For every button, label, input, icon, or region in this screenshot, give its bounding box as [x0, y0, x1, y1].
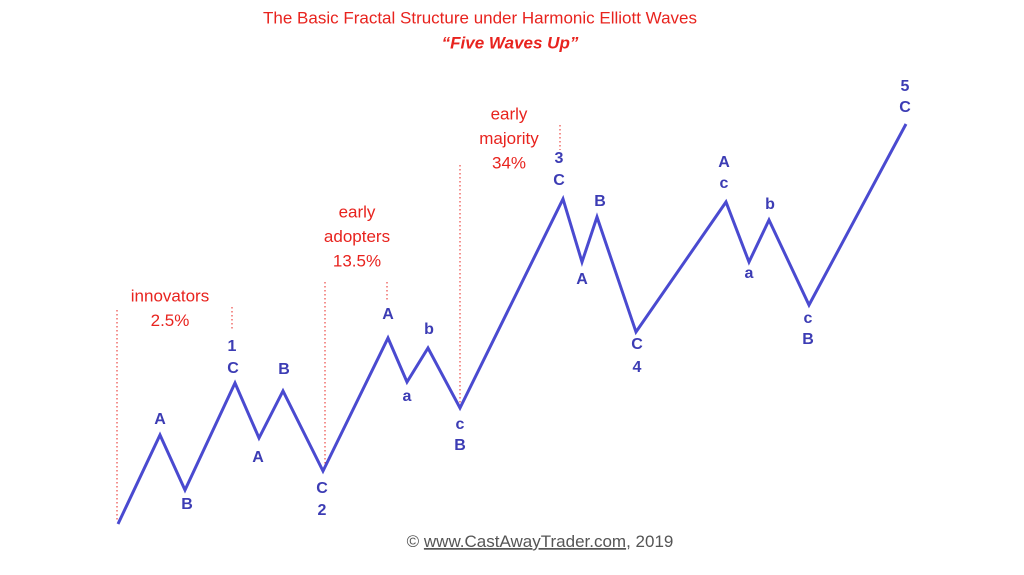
wave-label: A: [382, 306, 394, 323]
wave-label: B: [594, 193, 606, 210]
wave-label: C: [899, 99, 911, 116]
wave-label: 2: [318, 502, 327, 519]
wave-label: C: [631, 336, 643, 353]
wave-label: 1: [228, 338, 237, 355]
group-label: innovators: [131, 286, 209, 305]
wave-label: C: [553, 172, 565, 189]
footer-link[interactable]: www.CastAwayTrader.com: [423, 532, 626, 551]
wave-label: A: [576, 271, 588, 288]
wave-label: B: [454, 437, 466, 454]
wave-label: c: [804, 310, 813, 327]
wave-label: A: [718, 154, 730, 171]
wave-label: 3: [555, 150, 564, 167]
wave-label: A: [252, 449, 264, 466]
group-label: adopters: [324, 227, 390, 246]
wave-label: b: [765, 196, 775, 213]
wave-label: 5: [901, 78, 910, 95]
group-label: 2.5%: [151, 311, 190, 330]
subtitle: “Five Waves Up”: [442, 33, 579, 52]
copyright-symbol: ©: [407, 532, 420, 551]
wave-label: B: [278, 361, 290, 378]
group-label: 13.5%: [333, 251, 381, 270]
group-label: early: [491, 104, 528, 123]
wave-label: a: [745, 265, 754, 282]
group-label: early: [339, 202, 376, 221]
wave-label: A: [154, 411, 166, 428]
group-label: 34%: [492, 153, 526, 172]
wave-label: C: [316, 480, 328, 497]
dividers: [116, 125, 561, 520]
wave-label: B: [802, 331, 814, 348]
title: The Basic Fractal Structure under Harmon…: [263, 8, 697, 27]
wave-line: [116, 123, 908, 525]
wave-label: c: [456, 416, 465, 433]
footer-year: , 2019: [626, 532, 673, 551]
footer: © www.CastAwayTrader.com, 2019: [407, 532, 674, 551]
wave-label: B: [181, 496, 193, 513]
wave-label: a: [403, 388, 412, 405]
wave-label: 4: [633, 359, 642, 376]
wave-label: c: [720, 175, 729, 192]
wave-label: b: [424, 321, 434, 338]
group-label: majority: [479, 129, 539, 148]
wave-label: C: [227, 360, 239, 377]
